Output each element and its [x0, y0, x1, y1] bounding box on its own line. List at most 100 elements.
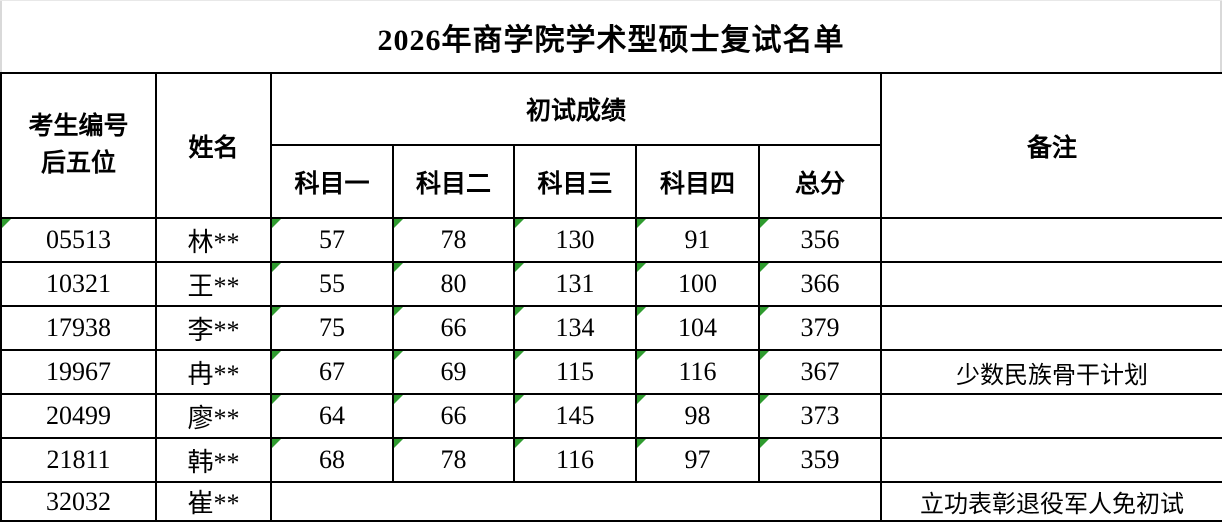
cell-remark	[880, 393, 1222, 439]
cell-name: 廖**	[155, 393, 272, 439]
cell-subject-1: 68	[270, 437, 394, 483]
cell-subject-4: 91	[635, 217, 760, 263]
cell-error-flag-icon	[516, 352, 524, 360]
cell-subject-1: 57	[270, 217, 394, 263]
cell-remark	[880, 217, 1222, 263]
cell-error-flag-icon	[395, 220, 403, 228]
cell-subject-2: 69	[392, 349, 515, 395]
cell-remark	[880, 261, 1222, 307]
cell-merged-scores	[270, 481, 882, 522]
cell-total: 379	[758, 305, 882, 351]
cell-exam-no: 32032	[0, 481, 157, 522]
cell-name: 韩**	[155, 437, 272, 483]
cell-error-flag-icon	[761, 308, 769, 316]
cell-error-flag-icon	[273, 264, 281, 272]
cell-error-flag-icon	[516, 308, 524, 316]
cell-exam-no: 17938	[0, 305, 157, 351]
cell-name: 王**	[155, 261, 272, 307]
cell-name: 冉**	[155, 349, 272, 395]
header-subject-4: 科目四	[635, 144, 760, 219]
cell-subject-4: 104	[635, 305, 760, 351]
cell-error-flag-icon	[761, 352, 769, 360]
cell-subject-3: 116	[513, 437, 637, 483]
cell-subject-2: 66	[392, 305, 515, 351]
header-initial-scores: 初试成绩	[270, 72, 882, 146]
cell-error-flag-icon	[395, 352, 403, 360]
cell-name: 崔**	[155, 481, 272, 522]
cell-exam-no: 20499	[0, 393, 157, 439]
cell-error-flag-icon	[638, 264, 646, 272]
header-subject-3: 科目三	[513, 144, 637, 219]
cell-exam-no: 21811	[0, 437, 157, 483]
cell-exam-no: 19967	[0, 349, 157, 395]
cell-exam-no: 05513	[0, 217, 157, 263]
cell-remark	[880, 305, 1222, 351]
cell-subject-3: 131	[513, 261, 637, 307]
cell-error-flag-icon	[395, 264, 403, 272]
cell-total: 367	[758, 349, 882, 395]
cell-error-flag-icon	[638, 396, 646, 404]
table-row: 05513 林** 57 78 130 91 356	[0, 217, 1222, 263]
cell-subject-4: 97	[635, 437, 760, 483]
cell-subject-1: 64	[270, 393, 394, 439]
cell-error-flag-icon	[638, 308, 646, 316]
cell-error-flag-icon	[638, 440, 646, 448]
cell-error-flag-icon	[395, 396, 403, 404]
cell-subject-3: 130	[513, 217, 637, 263]
cell-error-flag-icon	[273, 440, 281, 448]
cell-subject-4: 100	[635, 261, 760, 307]
header-subject-1: 科目一	[270, 144, 394, 219]
cell-error-flag-icon	[761, 440, 769, 448]
cell-error-flag-icon	[3, 220, 11, 228]
page-title: 2026年商学院学术型硕士复试名单	[377, 23, 845, 57]
cell-subject-2: 78	[392, 217, 515, 263]
table-row: 10321 王** 55 80 131 100 366	[0, 261, 1222, 307]
cell-subject-1: 67	[270, 349, 394, 395]
title-bar: 2026年商学院学术型硕士复试名单	[0, 1, 1222, 72]
header-remarks: 备注	[880, 72, 1222, 219]
cell-subject-2: 78	[392, 437, 515, 483]
cell-exam-no: 10321	[0, 261, 157, 307]
table-row: 21811 韩** 68 78 116 97 359	[0, 437, 1222, 483]
table-row: 19967 冉** 67 69 115 116 367 少数民族骨干计划	[0, 349, 1222, 395]
cell-error-flag-icon	[273, 308, 281, 316]
cell-error-flag-icon	[761, 264, 769, 272]
cell-name: 李**	[155, 305, 272, 351]
cell-total: 356	[758, 217, 882, 263]
cell-total: 359	[758, 437, 882, 483]
cell-subject-1: 55	[270, 261, 394, 307]
cell-error-flag-icon	[516, 264, 524, 272]
cell-error-flag-icon	[516, 396, 524, 404]
cell-subject-4: 116	[635, 349, 760, 395]
cell-error-flag-icon	[638, 220, 646, 228]
cell-name: 林**	[155, 217, 272, 263]
header-subject-2: 科目二	[392, 144, 515, 219]
cell-error-flag-icon	[395, 308, 403, 316]
header-exam-no: 考生编号 后五位	[0, 72, 157, 219]
cell-remark: 立功表彰退役军人免初试	[880, 481, 1222, 522]
header-row-1: 考生编号 后五位 姓名 初试成绩 备注	[0, 72, 1222, 219]
cell-error-flag-icon	[273, 352, 281, 360]
header-row-2: 科目一 科目二 科目三 科目四 总分	[1, 144, 1222, 219]
cell-subject-3: 115	[513, 349, 637, 395]
cell-subject-3: 145	[513, 393, 637, 439]
cell-subject-1: 75	[270, 305, 394, 351]
cell-total: 366	[758, 261, 882, 307]
cell-remark: 少数民族骨干计划	[880, 349, 1222, 395]
cell-error-flag-icon	[273, 220, 281, 228]
cell-error-flag-icon	[395, 440, 403, 448]
cell-error-flag-icon	[516, 440, 524, 448]
cell-subject-2: 66	[392, 393, 515, 439]
cell-error-flag-icon	[516, 220, 524, 228]
table-row: 17938 李** 75 66 134 104 379	[0, 305, 1222, 351]
cell-subject-3: 134	[513, 305, 637, 351]
table-row: 20499 廖** 64 66 145 98 373	[0, 393, 1222, 439]
cell-error-flag-icon	[761, 396, 769, 404]
cell-remark	[880, 437, 1222, 483]
retest-list-table: 考生编号 后五位 姓名 初试成绩 备注 科目一 科目二 科目三 科目四 总分 0…	[0, 72, 1222, 522]
table-row: 32032 崔** 立功表彰退役军人免初试	[0, 481, 1222, 522]
header-total: 总分	[758, 144, 882, 219]
cell-error-flag-icon	[761, 220, 769, 228]
cell-subject-4: 98	[635, 393, 760, 439]
cell-error-flag-icon	[273, 396, 281, 404]
